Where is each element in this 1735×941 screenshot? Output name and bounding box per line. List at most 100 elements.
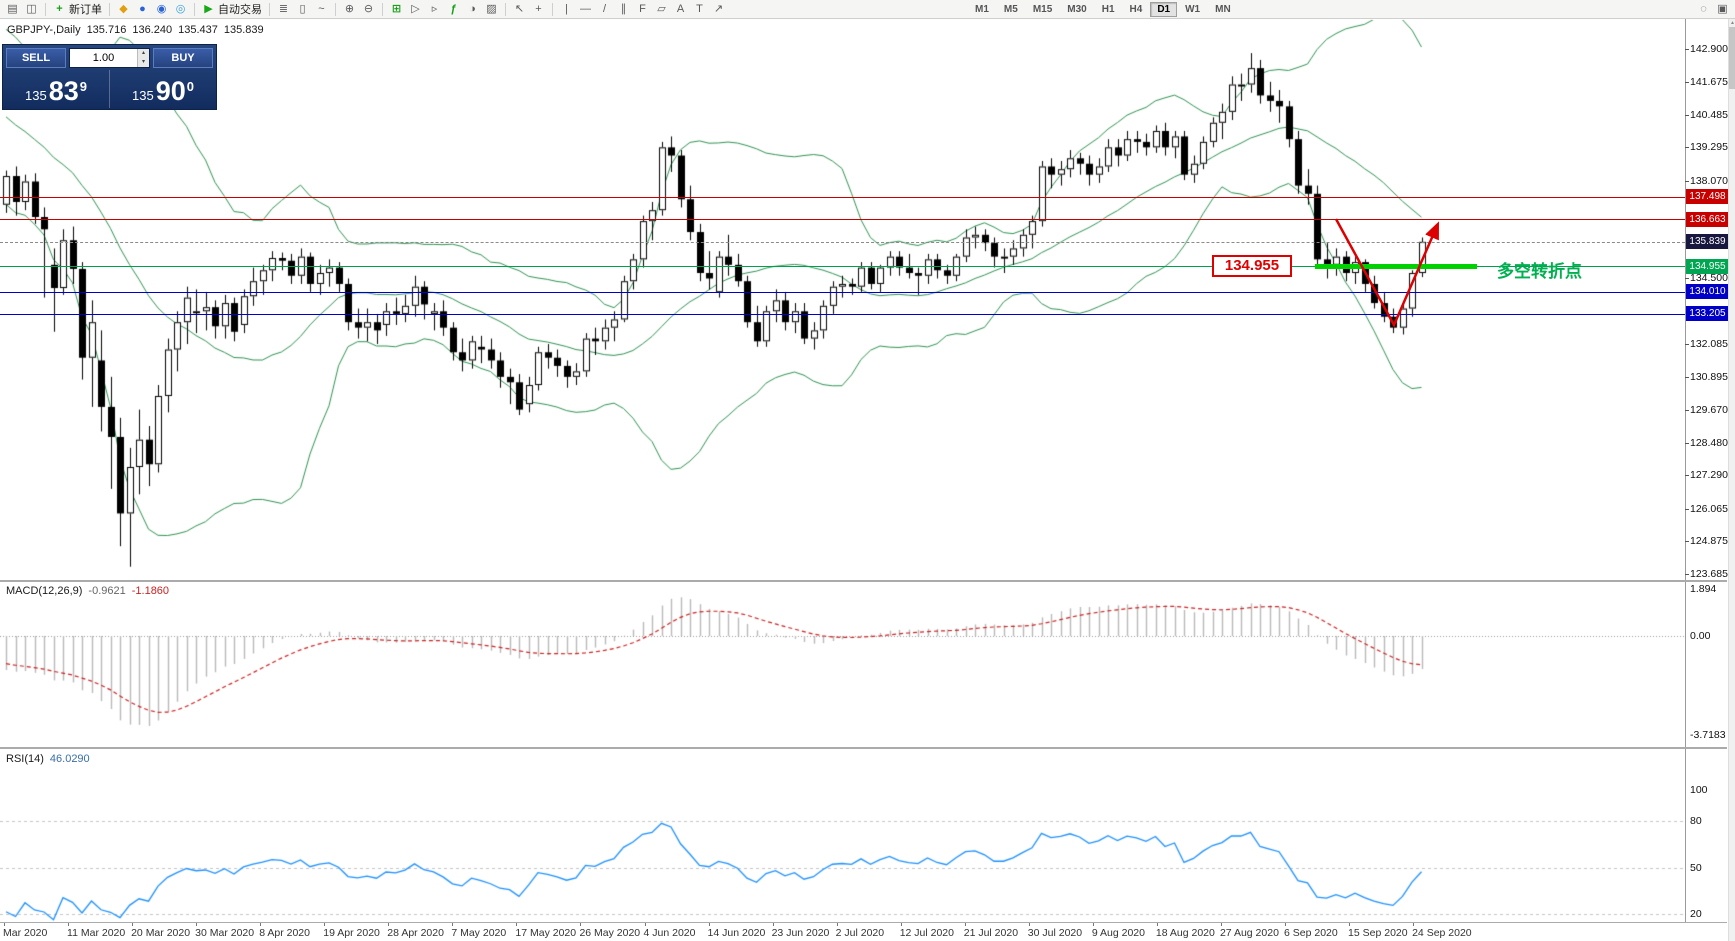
fibonacci-tool-icon[interactable]: F bbox=[634, 1, 651, 18]
support-trendline[interactable] bbox=[1315, 264, 1477, 269]
shapes-tool-icon: ▱ bbox=[657, 2, 666, 15]
date-label: 30 Mar 2020 bbox=[195, 927, 255, 939]
toolbar-separator bbox=[109, 2, 110, 16]
horizontal-line-object[interactable] bbox=[0, 197, 1685, 198]
layout-icon[interactable]: ▣ bbox=[1714, 1, 1731, 18]
shapes-tool-icon[interactable]: ▱ bbox=[653, 1, 670, 18]
horizontal-line-object[interactable] bbox=[0, 219, 1685, 220]
lot-decrease-button[interactable]: ▾ bbox=[138, 58, 149, 67]
price-tick-label: 130.895 bbox=[1690, 370, 1728, 383]
horizontal-line-object[interactable] bbox=[0, 314, 1685, 315]
price-tick-mark bbox=[1685, 574, 1689, 575]
timeframe-h1-button[interactable]: H1 bbox=[1101, 4, 1115, 15]
vps-icon[interactable]: ◎ bbox=[172, 1, 189, 18]
indicators-icon[interactable]: ƒ bbox=[445, 1, 462, 18]
signals-icon: ◉ bbox=[156, 2, 167, 15]
cursor-icon[interactable]: ↖ bbox=[511, 1, 528, 18]
cursor-icon: ↖ bbox=[514, 2, 525, 15]
quote-header: GBPJPY-,Daily 135.716 136.240 135.437 135.83… bbox=[7, 24, 270, 36]
timeframe-mn-button[interactable]: MN bbox=[1215, 4, 1231, 15]
timeframe-m1-button[interactable]: M1 bbox=[975, 4, 989, 15]
rsi-value: 46.0290 bbox=[49, 753, 90, 765]
periods-icon[interactable]: ◑ bbox=[464, 1, 481, 18]
trendline-tool-icon[interactable]: / bbox=[596, 1, 613, 18]
date-tick-mark bbox=[900, 922, 902, 926]
chart-shift-icon[interactable]: ▹ bbox=[426, 1, 443, 18]
pane-separator-macd[interactable] bbox=[0, 580, 1727, 582]
arrows-tool-icon[interactable]: ↗ bbox=[710, 1, 727, 18]
toolbar-separator bbox=[45, 2, 46, 16]
hline-tool-icon[interactable]: — bbox=[577, 1, 594, 18]
pane-separator-rsi[interactable] bbox=[0, 747, 1727, 749]
text-tool-icon[interactable]: A bbox=[672, 1, 689, 18]
sell-button[interactable]: SELL bbox=[6, 48, 66, 68]
horizontal-line-object[interactable] bbox=[0, 292, 1685, 293]
scroll-up-icon[interactable]: ▲ bbox=[1730, 20, 1735, 26]
sell-price[interactable]: 135 83 9 bbox=[3, 70, 109, 108]
new-order-button-label: 新订单 bbox=[69, 4, 102, 16]
symbol-period-label: GBPJPY-,Daily bbox=[7, 24, 81, 36]
mql-wizard-icon[interactable]: ◆ bbox=[115, 1, 132, 18]
autotrade-button[interactable]: ▶ 自动交易 bbox=[200, 1, 264, 18]
indicators-icon: ƒ bbox=[450, 2, 457, 15]
bar-chart-type-icon[interactable]: ≣ bbox=[275, 1, 292, 18]
support-price-label[interactable]: 134.955 bbox=[1212, 255, 1292, 277]
scrollbar-thumb[interactable] bbox=[1729, 27, 1735, 89]
market-icon[interactable]: ● bbox=[134, 1, 151, 18]
lot-increase-button[interactable]: ▴ bbox=[138, 49, 149, 58]
new-order-button[interactable]: + 新订单 bbox=[51, 1, 104, 18]
zoom-out-icon[interactable]: ⊖ bbox=[360, 1, 377, 18]
zoom-in-icon[interactable]: ⊕ bbox=[341, 1, 358, 18]
label-tool-icon: T bbox=[696, 2, 703, 15]
horizontal-line-object[interactable] bbox=[0, 266, 1685, 267]
vline-tool-icon[interactable]: | bbox=[558, 1, 575, 18]
timeframe-m5-button[interactable]: M5 bbox=[1003, 4, 1018, 15]
date-tick-mark bbox=[388, 922, 390, 926]
pivot-note-text[interactable]: 多空转折点 bbox=[1497, 262, 1582, 281]
price-tick-mark bbox=[1685, 344, 1689, 345]
chart-profiles-icon[interactable]: ◫ bbox=[23, 1, 40, 18]
bid-price-line bbox=[0, 242, 1685, 243]
crosshair-icon[interactable]: + bbox=[530, 1, 547, 18]
price-tick-mark bbox=[1685, 509, 1689, 510]
timeframe-h4-button[interactable]: H4 bbox=[1129, 4, 1143, 15]
lot-size-value[interactable]: 1.00 bbox=[92, 52, 115, 64]
vertical-scrollbar[interactable]: ▲ ▼ bbox=[1728, 19, 1735, 941]
lot-size-field[interactable]: 1.00 ▴ ▾ bbox=[69, 48, 150, 68]
candle-chart-type-icon[interactable]: ▯ bbox=[294, 1, 311, 18]
trendline-tool-icon: / bbox=[602, 2, 607, 15]
tile-windows-icon[interactable]: ⊞ bbox=[388, 1, 405, 18]
price-tick-label: 140.485 bbox=[1690, 108, 1728, 121]
buy-price[interactable]: 135 90 0 bbox=[109, 70, 216, 108]
price-tick-mark bbox=[1685, 377, 1689, 378]
new-chart-icon[interactable]: ▤ bbox=[4, 1, 21, 18]
label-tool-icon[interactable]: T bbox=[691, 1, 708, 18]
date-tick-mark bbox=[132, 922, 134, 926]
autoscroll-icon[interactable]: ▷ bbox=[407, 1, 424, 18]
channel-tool-icon[interactable]: ∥ bbox=[615, 1, 632, 18]
signals-icon[interactable]: ◉ bbox=[153, 1, 170, 18]
new-order-button: + bbox=[56, 2, 63, 15]
timeframe-m15-button[interactable]: M15 bbox=[1032, 4, 1053, 15]
timeframe-w1-button[interactable]: W1 bbox=[1185, 4, 1201, 15]
timeframe-m30-button[interactable]: M30 bbox=[1067, 4, 1087, 15]
date-tick-mark bbox=[4, 922, 5, 926]
price-tick-mark bbox=[1685, 147, 1689, 148]
price-tick-label: 134.500 bbox=[1690, 272, 1728, 285]
templates-icon[interactable]: ▨ bbox=[483, 1, 500, 18]
buy-button[interactable]: BUY bbox=[153, 48, 213, 68]
line-chart-type-icon[interactable]: ~ bbox=[313, 1, 330, 18]
price-tick-label: 129.670 bbox=[1690, 404, 1728, 417]
date-tick-mark bbox=[772, 922, 774, 926]
date-tick-mark bbox=[1349, 922, 1351, 926]
date-label: 30 Jul 2020 bbox=[1027, 927, 1083, 939]
price-tick-label: 126.065 bbox=[1690, 502, 1728, 515]
date-label: 17 May 2020 bbox=[515, 927, 577, 939]
autotrade-button: ▶ bbox=[204, 2, 213, 15]
community-icon[interactable]: ◌ bbox=[1695, 1, 1712, 18]
toolbar-separator bbox=[505, 2, 506, 16]
quote-close: 135.839 bbox=[223, 24, 264, 36]
timeframe-d1-button[interactable]: D1 bbox=[1150, 2, 1178, 17]
